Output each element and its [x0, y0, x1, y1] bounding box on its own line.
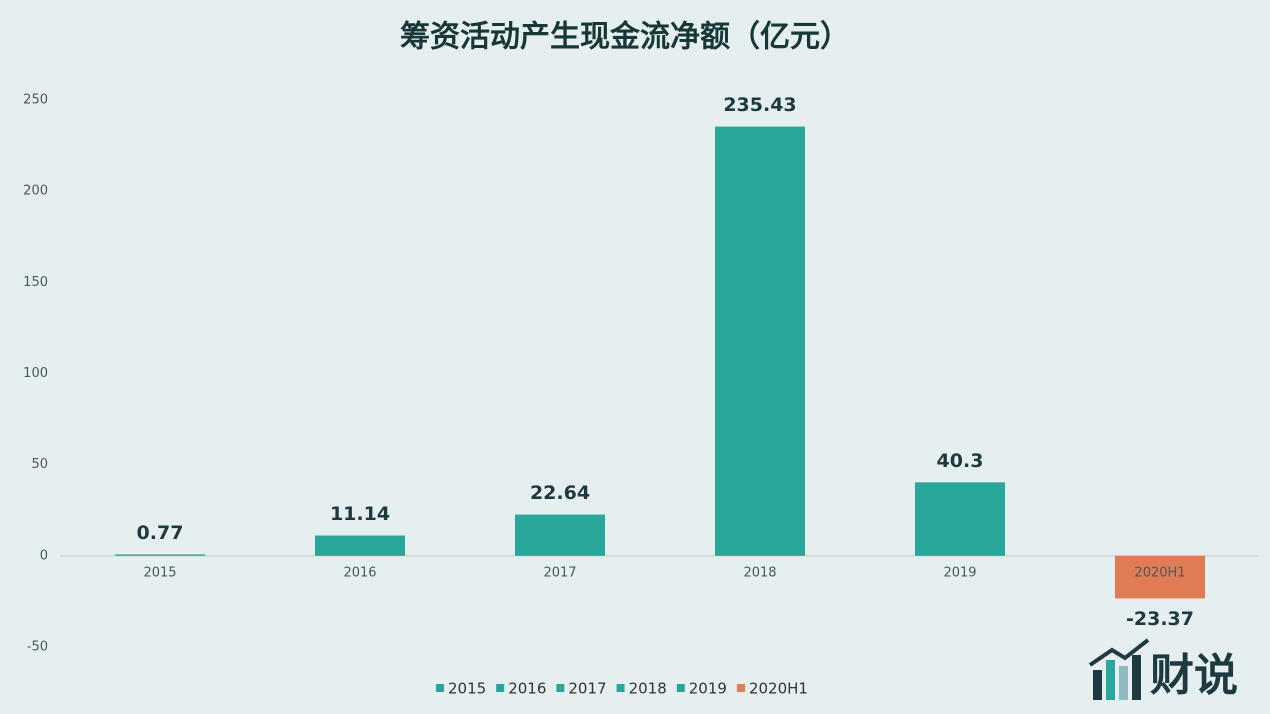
legend-label: 2016: [508, 680, 546, 698]
y-tick-label: 250: [23, 93, 48, 108]
legend-swatch: [556, 684, 565, 692]
y-tick-label: 150: [23, 275, 48, 290]
bar: [115, 554, 205, 556]
x-tick-label: 2018: [743, 565, 776, 580]
legend-swatch: [436, 684, 444, 692]
value-label: 0.77: [137, 522, 184, 544]
legend-label: 2020H1: [749, 680, 808, 698]
bar: [515, 514, 605, 556]
legend-label: 2018: [629, 680, 667, 698]
bar: [715, 126, 805, 556]
y-tick-label: 0: [40, 548, 48, 563]
legend-label: 2019: [689, 680, 727, 698]
legend-swatch: [676, 684, 685, 692]
x-tick-label: 2020H1: [1134, 565, 1185, 580]
logo-icon: [1088, 638, 1150, 700]
legend-label: 2015: [448, 680, 486, 698]
value-label: -23.37: [1126, 608, 1194, 630]
y-tick-label: 100: [23, 366, 48, 381]
x-tick-label: 2019: [943, 565, 976, 580]
y-tick-label: -50: [27, 640, 48, 655]
value-label: 40.3: [937, 450, 984, 472]
legend-label: 2017: [568, 680, 606, 698]
y-tick-label: 50: [31, 457, 48, 472]
x-tick-label: 2017: [543, 565, 576, 580]
bar: [315, 535, 405, 556]
legend-swatch: [616, 684, 625, 692]
bar: [915, 482, 1005, 556]
x-tick-label: 2016: [343, 565, 376, 580]
value-label: 11.14: [330, 503, 390, 525]
chart-title: 筹资活动产生现金流净额（亿元）: [400, 20, 850, 55]
value-label: 22.64: [530, 482, 590, 504]
y-tick-label: 200: [23, 184, 48, 199]
value-label: 235.43: [723, 94, 796, 116]
legend-swatch: [496, 684, 505, 692]
x-tick-label: 2015: [143, 565, 176, 580]
logo-text: 财说: [1150, 650, 1238, 701]
legend-swatch: [736, 684, 745, 692]
bar: [1115, 555, 1205, 599]
